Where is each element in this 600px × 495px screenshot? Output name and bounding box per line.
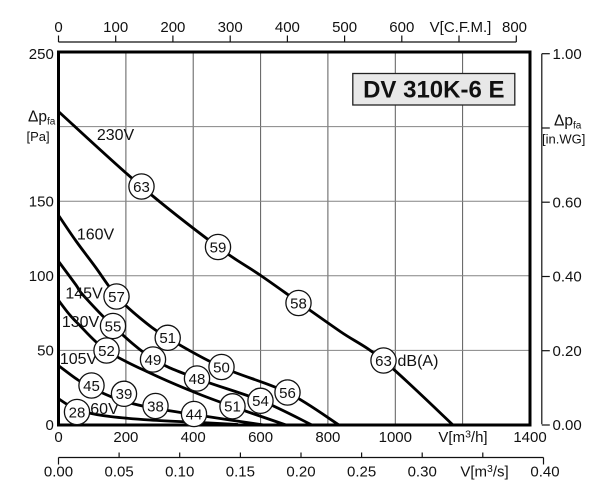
svg-text:44: 44: [186, 406, 203, 423]
svg-text:400: 400: [181, 429, 206, 446]
svg-text:150: 150: [29, 193, 54, 210]
svg-text:54: 54: [252, 393, 269, 410]
svg-text:38: 38: [147, 398, 164, 415]
svg-text:0: 0: [54, 19, 62, 36]
svg-text:100: 100: [103, 19, 128, 36]
svg-text:V[C.F.M.]: V[C.F.M.]: [430, 19, 492, 36]
svg-text:230V: 230V: [97, 127, 135, 144]
svg-text:51: 51: [159, 330, 176, 347]
svg-text:800: 800: [502, 19, 527, 36]
svg-text:dB(A): dB(A): [398, 353, 439, 370]
svg-text:V[m3/h]: V[m3/h]: [438, 429, 487, 447]
svg-text:52: 52: [98, 343, 115, 360]
svg-text:0.00: 0.00: [44, 464, 73, 481]
svg-text:160V: 160V: [77, 227, 115, 244]
svg-text:1000: 1000: [379, 429, 412, 446]
svg-text:105V: 105V: [60, 351, 98, 368]
svg-text:49: 49: [145, 352, 162, 369]
svg-text:600: 600: [389, 19, 414, 36]
svg-text:0.40: 0.40: [530, 464, 559, 481]
svg-text:0.15: 0.15: [226, 464, 255, 481]
svg-text:0.30: 0.30: [408, 464, 437, 481]
svg-text:130V: 130V: [62, 314, 100, 331]
svg-text:63: 63: [133, 179, 150, 196]
svg-text:45: 45: [83, 378, 100, 395]
svg-text:600: 600: [248, 429, 273, 446]
svg-text:0: 0: [45, 417, 53, 434]
svg-text:145V: 145V: [65, 286, 103, 303]
svg-text:500: 500: [332, 19, 357, 36]
svg-text:55: 55: [105, 318, 122, 335]
svg-text:58: 58: [290, 295, 307, 312]
svg-text:50: 50: [37, 343, 54, 360]
svg-text:100: 100: [29, 268, 54, 285]
svg-text:0.00: 0.00: [553, 417, 582, 434]
svg-text:250: 250: [29, 46, 54, 63]
svg-text:[in.WG]: [in.WG]: [542, 132, 585, 147]
svg-text:0.40: 0.40: [553, 269, 582, 286]
svg-text:1.00: 1.00: [553, 46, 582, 63]
svg-text:0.10: 0.10: [165, 464, 194, 481]
svg-text:800: 800: [315, 429, 340, 446]
svg-text:59: 59: [210, 239, 227, 256]
svg-text:200: 200: [113, 429, 138, 446]
svg-text:60V: 60V: [90, 401, 119, 418]
svg-text:300: 300: [218, 19, 243, 36]
svg-text:0.05: 0.05: [104, 464, 133, 481]
svg-text:DV 310K-6 E: DV 310K-6 E: [363, 77, 504, 104]
svg-text:V[m3/s]: V[m3/s]: [460, 463, 508, 481]
svg-text:51: 51: [224, 399, 241, 416]
svg-text:28: 28: [69, 404, 86, 421]
svg-text:39: 39: [116, 386, 133, 403]
svg-text:0.20: 0.20: [553, 343, 582, 360]
svg-text:0.20: 0.20: [286, 464, 315, 481]
svg-text:400: 400: [275, 19, 300, 36]
svg-text:63: 63: [375, 353, 392, 370]
svg-text:[Pa]: [Pa]: [27, 129, 50, 144]
svg-text:56: 56: [279, 385, 296, 402]
svg-text:0: 0: [54, 429, 62, 446]
svg-text:0.60: 0.60: [553, 194, 582, 211]
svg-text:0.25: 0.25: [347, 464, 376, 481]
svg-text:1400: 1400: [513, 429, 546, 446]
svg-text:50: 50: [213, 359, 230, 376]
svg-text:200: 200: [160, 19, 185, 36]
svg-text:57: 57: [108, 289, 125, 306]
svg-text:48: 48: [189, 371, 206, 388]
